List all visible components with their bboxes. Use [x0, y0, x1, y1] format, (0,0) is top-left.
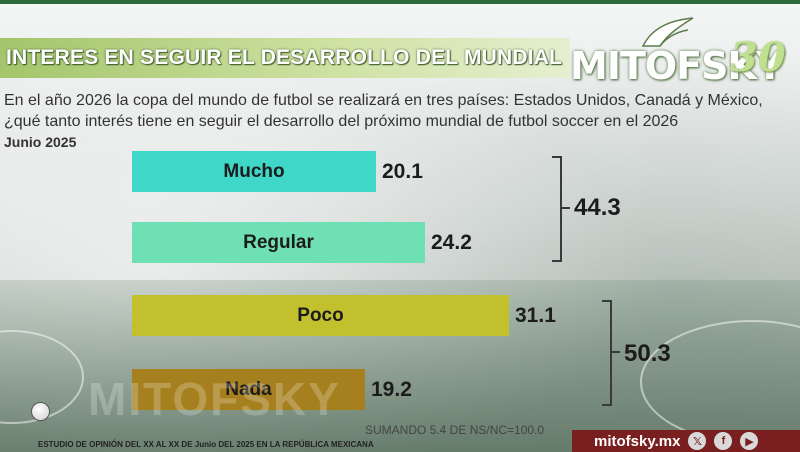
bar-value-label: 24.2	[431, 231, 472, 254]
title-banner: INTERES EN SEGUIR EL DESARROLLO DEL MUND…	[0, 38, 570, 78]
bar-regular: Regular	[132, 222, 425, 263]
bar-value-label: 19.2	[371, 378, 412, 401]
bar-value-label: 31.1	[515, 304, 556, 327]
facebook-icon[interactable]: f	[714, 432, 733, 450]
group-total-label: 44.3	[574, 194, 621, 221]
group-bracket-point	[562, 207, 570, 209]
chart-note: SUMANDO 5.4 DE NS/NC=100.0	[365, 423, 545, 437]
bird-logo-icon	[641, 17, 694, 47]
page-title: INTERES EN SEGUIR EL DESARROLLO DEL MUND…	[6, 46, 563, 69]
watermark-text: MITOFSKY	[88, 373, 341, 425]
top-frame	[0, 0, 800, 4]
logo-anniversary-number: 30	[730, 34, 786, 81]
study-footnote: ESTUDIO DE OPINIÓN DEL XX AL XX DE Junio…	[38, 440, 374, 449]
footer-social-bar: mitofsky.mx 𝕏 f ▶	[572, 430, 800, 452]
x-icon[interactable]: 𝕏	[688, 432, 707, 450]
soccer-ball-icon	[31, 402, 50, 421]
logo-brand-text: MITOFSKY	[570, 44, 783, 88]
bar-category-label: Nada	[225, 378, 272, 400]
youtube-icon[interactable]: ▶	[740, 432, 759, 450]
bar-category-label: Mucho	[223, 160, 285, 182]
website-link[interactable]: mitofsky.mx	[594, 432, 681, 450]
bar-nada: Nada	[132, 369, 365, 410]
bar-category-label: Regular	[243, 231, 314, 253]
survey-question: En el año 2026 la copa del mundo de futb…	[4, 92, 763, 130]
bar-value-label: 20.1	[382, 160, 423, 183]
group-bracket	[602, 300, 612, 406]
group-total-label: 50.3	[624, 340, 671, 367]
bar-mucho: Mucho	[132, 151, 376, 192]
survey-date: Junio 2025	[4, 134, 77, 150]
mitofsky-logo: MITOFSKY 30	[568, 16, 800, 88]
bar-category-label: Poco	[297, 304, 344, 326]
group-bracket-point	[612, 351, 620, 353]
bar-poco: Poco	[132, 295, 509, 336]
group-bracket	[552, 156, 562, 262]
